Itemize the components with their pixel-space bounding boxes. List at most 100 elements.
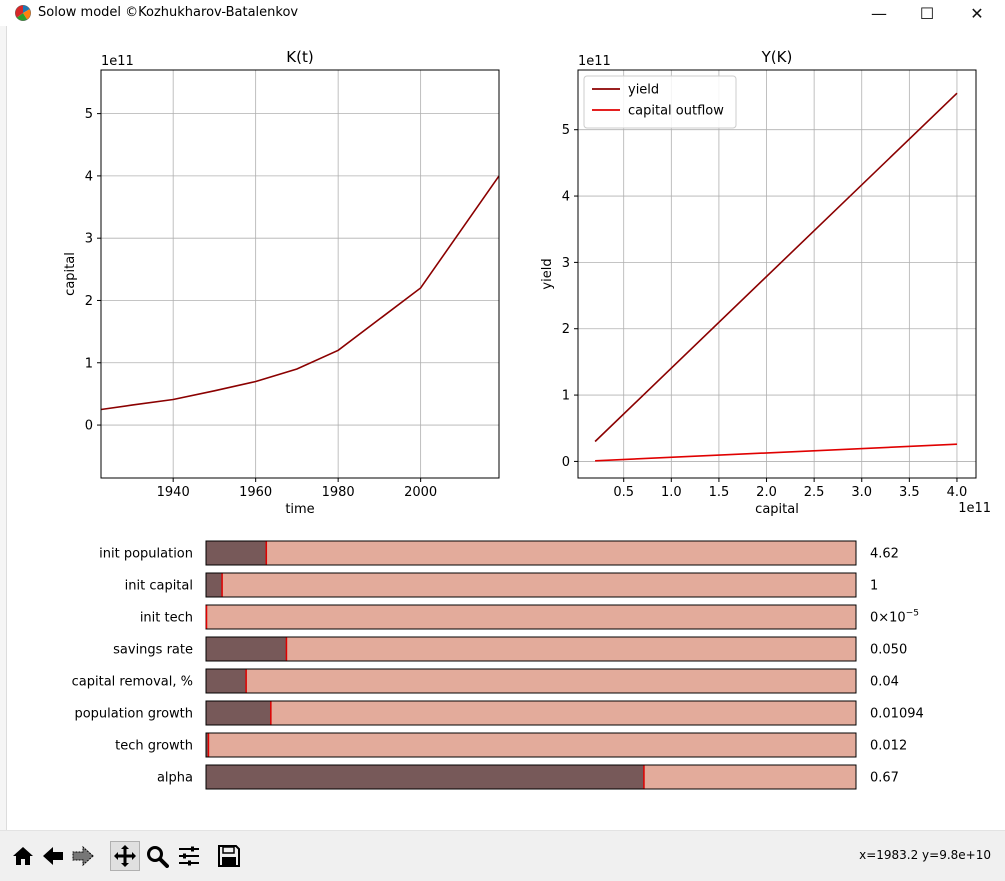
slider-label: alpha: [157, 771, 193, 786]
x-tick-label: 4.0: [947, 485, 968, 500]
axes-frame: [577, 69, 977, 479]
maximize-icon: ☐: [919, 3, 935, 23]
zoom-button[interactable]: [142, 841, 172, 871]
slider-value: 0.04: [870, 675, 899, 690]
slider-fill: [206, 701, 271, 725]
axes-frame: [100, 69, 500, 479]
slider-value-text: 0×10: [870, 611, 906, 626]
configure-subplots-button[interactable]: [174, 841, 204, 871]
save-button[interactable]: [214, 841, 244, 871]
back-button[interactable]: [38, 841, 68, 871]
legend-label: yield: [628, 83, 659, 98]
x-offset-label: 1e11: [958, 501, 991, 516]
slider-label: capital removal, %: [72, 675, 193, 690]
y-tick-label: 5: [562, 123, 570, 138]
slider-row[interactable]: init capital 1: [125, 572, 879, 598]
slider-label: init tech: [140, 611, 193, 626]
x-tick-label: 1960: [239, 485, 272, 500]
parameter-sliders: init population 4.62 init capital 1 init tec…: [72, 540, 924, 790]
pan-button[interactable]: [110, 841, 140, 871]
slider-row[interactable]: tech growth 0.012: [115, 732, 907, 758]
slider-value: 0×10−5: [870, 609, 919, 626]
y-tick-label: 3: [85, 232, 93, 247]
minimize-icon: —: [871, 3, 887, 23]
x-axis-label: time: [285, 502, 314, 517]
slider-fill: [206, 637, 287, 661]
slider-track[interactable]: [205, 604, 857, 630]
slider-value-text: 0.04: [870, 675, 899, 690]
y-tick-label: 2: [85, 294, 93, 309]
series-line: [594, 92, 958, 443]
zoom-icon: [147, 846, 169, 868]
slider-track[interactable]: [205, 572, 857, 598]
close-button[interactable]: ✕: [954, 0, 1000, 26]
slider-value-text: 0.012: [870, 739, 907, 754]
forward-arrow-icon: [72, 845, 94, 867]
y-tick-label: 0: [85, 419, 93, 434]
slider-track[interactable]: [205, 636, 857, 662]
slider-label: tech growth: [115, 739, 193, 754]
slider-value-exponent: −5: [906, 609, 919, 619]
x-axis-label: capital: [755, 502, 799, 517]
slider-value: 0.67: [870, 771, 899, 786]
slider-track[interactable]: [205, 668, 857, 694]
slider-row[interactable]: init tech 0×10−5: [140, 604, 919, 630]
slider-value-text: 0.050: [870, 643, 907, 658]
legend-label: capital outflow: [628, 104, 724, 119]
figure-canvas[interactable]: 1940 1960 1980 2000 0 1 2 3 4 5 K(t) time capital 1e1…: [0, 0, 1005, 830]
x-tick-label: 3.5: [899, 485, 920, 500]
save-icon: [218, 845, 240, 867]
slider-row[interactable]: init population 4.62: [99, 540, 899, 566]
x-tick-label: 1980: [322, 485, 355, 500]
plot-title: Y(K): [761, 48, 793, 66]
y-tick-label: 4: [85, 169, 93, 184]
y-tick-label: 1: [85, 356, 93, 371]
slider-track[interactable]: [205, 540, 857, 566]
slider-fill: [206, 765, 644, 789]
slider-track[interactable]: [205, 732, 857, 758]
slider-value: 0.01094: [870, 707, 924, 722]
y-tick-label: 5: [85, 107, 93, 122]
x-tick-label: 2.0: [756, 485, 777, 500]
forward-button[interactable]: [68, 841, 98, 871]
slider-fill: [206, 733, 209, 757]
slider-label: init capital: [125, 579, 193, 594]
y-axis-label: yield: [540, 258, 555, 289]
slider-label: init population: [99, 547, 193, 562]
legend-box: [583, 75, 737, 129]
slider-value-text: 0.01094: [870, 707, 924, 722]
slider-row[interactable]: capital removal, % 0.04: [72, 668, 899, 694]
capital-over-time-plot: 1940 1960 1980 2000 0 1 2 3 4 5 K(t) time capital 1e1…: [63, 48, 500, 517]
x-tick-label: 2000: [404, 485, 437, 500]
cursor-coordinates: x=1983.2 y=9.8e+10: [859, 848, 991, 862]
x-tick-label: 1.0: [661, 485, 682, 500]
slider-label: savings rate: [113, 643, 193, 658]
y-offset-label: 1e11: [578, 54, 611, 69]
slider-track[interactable]: [205, 700, 857, 726]
slider-fill: [206, 669, 247, 693]
yield-over-capital-plot: 0.5 1.0 1.5 2.0 2.5 3.0 3.5 4.0 0 1 2 3 4 5 Y(K) capita…: [540, 48, 991, 517]
navigation-toolbar: x=1983.2 y=9.8e+10: [0, 830, 1005, 881]
y-offset-label: 1e11: [101, 54, 134, 69]
maximize-button[interactable]: ☐: [904, 0, 950, 26]
slider-value: 4.62: [870, 547, 899, 562]
y-tick-label: 4: [562, 190, 570, 205]
slider-row[interactable]: savings rate 0.050: [113, 636, 907, 662]
home-button[interactable]: [8, 841, 38, 871]
plot-title: K(t): [286, 48, 313, 66]
title-bar: Solow model ©Kozhukharov-Batalenkov — ☐ …: [0, 0, 1005, 26]
y-tick-label: 3: [562, 256, 570, 271]
series-line: [595, 443, 958, 462]
app-logo-icon: [15, 5, 31, 21]
x-tick-label: 3.0: [851, 485, 872, 500]
slider-value: 1: [870, 579, 878, 594]
minimize-button[interactable]: —: [856, 0, 902, 26]
slider-label: population growth: [74, 707, 193, 722]
slider-value: 0.012: [870, 739, 907, 754]
x-tick-label: 2.5: [804, 485, 825, 500]
y-tick-label: 0: [562, 455, 570, 470]
x-tick-label: 1940: [157, 485, 190, 500]
slider-row[interactable]: population growth 0.01094: [74, 700, 924, 726]
y-tick-label: 2: [562, 322, 570, 337]
slider-row[interactable]: alpha 0.67: [157, 764, 899, 790]
